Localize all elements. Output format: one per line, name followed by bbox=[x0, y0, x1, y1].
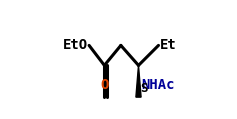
Text: O: O bbox=[100, 78, 109, 92]
Text: NHAc: NHAc bbox=[141, 78, 174, 92]
Text: S: S bbox=[140, 82, 148, 95]
Text: EtO: EtO bbox=[63, 38, 88, 52]
Text: Et: Et bbox=[160, 38, 176, 52]
Polygon shape bbox=[136, 65, 141, 97]
